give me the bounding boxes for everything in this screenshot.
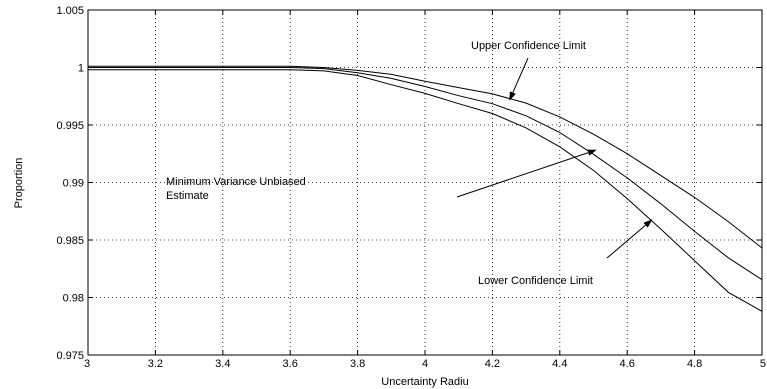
upper-confidence-limit-label: Upper Confidence Limit [471, 40, 586, 52]
x-tick-label: 3.8 [350, 358, 365, 370]
lower-confidence-limit-label: Lower Confidence Limit [478, 275, 593, 287]
arrow-shaft [456, 152, 589, 198]
x-tick-label: 4.2 [485, 358, 500, 370]
x-tick-label: 4.8 [687, 358, 702, 370]
upper-confidence-limit-line [88, 65, 763, 249]
upper-limit-arrow [509, 57, 529, 101]
arrow-shaft [512, 57, 529, 93]
x-tick-label: 4 [422, 358, 428, 370]
x-tick-label: 3.6 [283, 358, 298, 370]
y-tick-label: 0.995 [56, 120, 84, 132]
series-group [88, 65, 763, 312]
arrow-head [509, 91, 516, 101]
x-tick-labels: 3 3.2 3.4 3.6 3.8 4 4.2 4.4 4.6 4.8 5 [84, 358, 766, 370]
y-tick-label: 1 [78, 63, 84, 75]
estimate-line [88, 67, 763, 281]
lower-limit-arrow [606, 219, 653, 259]
x-tick-label: 4.6 [620, 358, 635, 370]
y-tick-label: 1.005 [56, 5, 84, 17]
mvue-label-line1: Minimum Variance Unbiased [166, 176, 306, 188]
x-tick-label: 5 [760, 358, 766, 370]
x-axis-title: Uncertainty Radiu [381, 376, 468, 388]
x-tick-label: 3.2 [148, 358, 163, 370]
annotation-arrows [456, 57, 653, 259]
y-tick-label: 0.98 [63, 293, 84, 305]
x-tick-label: 4.4 [552, 358, 567, 370]
y-tick-labels: 0.975 0.98 0.985 0.99 0.995 1 1.005 [56, 5, 84, 362]
lower-confidence-limit-line [88, 69, 763, 312]
y-tick-label: 0.975 [56, 350, 84, 362]
arrow-head [643, 219, 653, 228]
y-axis-title: Proportion [13, 158, 25, 209]
arrow-shaft [606, 224, 646, 259]
arrow-head [587, 149, 597, 156]
x-tick-label: 3 [84, 358, 90, 370]
grid-lines [88, 10, 762, 355]
x-tick-label: 3.4 [215, 358, 230, 370]
y-tick-label: 0.99 [63, 178, 84, 190]
mvue-label-line2: Estimate [166, 190, 209, 202]
tick-marks [87, 9, 763, 356]
y-tick-label: 0.985 [56, 235, 84, 247]
mvue-arrow [456, 149, 597, 198]
